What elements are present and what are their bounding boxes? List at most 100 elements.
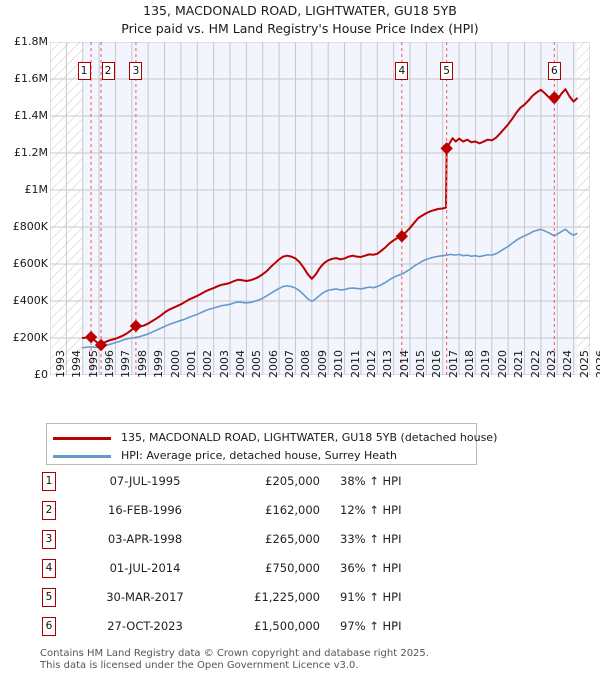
row-sale-price: £1,225,000 (254, 590, 320, 604)
price-paid-series-line (81, 88, 578, 347)
y-axis-tick-label: £1.4M (14, 109, 48, 122)
hpi-series-line (81, 228, 578, 349)
row-hpi-delta: 97% ↑ HPI (340, 619, 402, 633)
y-axis-tick-label: £600K (12, 257, 48, 270)
x-axis-tick-label: 2009 (315, 350, 329, 378)
table-row[interactable]: 4 01-JUL-2014 £750,000 36% ↑ HPI (40, 559, 500, 587)
row-hpi-delta: 36% ↑ HPI (340, 561, 402, 575)
row-sale-price: £162,000 (265, 503, 320, 517)
x-axis-tick-label: 2002 (201, 350, 215, 378)
legend-label: HPI: Average price, detached house, Surr… (121, 449, 398, 462)
sale-marker-flag-5[interactable]: 5 (440, 62, 454, 80)
x-axis-tick-label: 2025 (577, 350, 591, 378)
x-axis-tick-label: 2012 (364, 350, 378, 378)
x-axis-tick-label: 1996 (103, 350, 117, 378)
x-axis-tick-label: 1994 (70, 350, 84, 378)
x-axis-tick-label: 2003 (217, 350, 231, 378)
x-axis-tick-label: 2004 (234, 350, 247, 378)
x-axis-tick-label: 1998 (135, 350, 149, 378)
table-row[interactable]: 3 03-APR-1998 £265,000 33% ↑ HPI (40, 530, 500, 558)
footer-line-1: Contains HM Land Registry data © Crown c… (40, 648, 429, 659)
row-index-badge: 1 (42, 472, 56, 491)
x-axis-tick-label: 2016 (430, 350, 444, 378)
x-axis-tick-label: 1999 (152, 350, 166, 378)
row-sale-price: £205,000 (265, 474, 320, 488)
x-axis-tick-label: 2024 (561, 350, 575, 378)
x-axis-tick-label: 2023 (544, 350, 558, 378)
x-axis-tick-label: 1993 (54, 350, 67, 378)
row-index-badge: 6 (42, 617, 56, 636)
x-axis-tick-label: 2007 (283, 350, 297, 378)
y-axis-tick-label: £0 (34, 368, 48, 381)
row-sale-date: 30-MAR-2017 (106, 590, 184, 604)
x-axis-tick-label: 2013 (381, 350, 395, 378)
x-axis-tick-label: 2005 (250, 350, 264, 378)
sale-point-marker (84, 330, 98, 344)
x-axis-tick-label: 2010 (332, 350, 346, 378)
row-sale-date: 27-OCT-2023 (107, 619, 183, 633)
row-hpi-delta: 33% ↑ HPI (340, 532, 402, 546)
x-axis: 1993 1994 1995 1996 1997 1998 1999 2000 2001 2002… (50, 350, 600, 422)
row-hpi-delta: 38% ↑ HPI (340, 474, 402, 488)
y-axis-tick-label: £200K (12, 331, 48, 344)
sale-marker-flag-4[interactable]: 4 (395, 62, 409, 80)
x-axis-tick-label: 2017 (446, 350, 460, 378)
row-hpi-delta: 91% ↑ HPI (340, 590, 402, 604)
x-axis-tick-label: 2026 (594, 350, 600, 378)
title-line-2: Price paid vs. HM Land Registry's House … (121, 21, 479, 36)
legend-color-swatch (53, 455, 111, 458)
x-axis-tick-label: 1997 (119, 350, 133, 378)
sale-marker-flag-3[interactable]: 3 (129, 62, 143, 80)
sale-point-marker (548, 91, 561, 104)
chart-legend: 135, MACDONALD ROAD, LIGHTWATER, GU18 5Y… (46, 423, 497, 465)
x-axis-tick-label: 2015 (414, 350, 427, 378)
row-sale-date: 01-JUL-2014 (109, 561, 181, 575)
row-hpi-delta: 12% ↑ HPI (340, 503, 402, 517)
sale-marker-flag-1[interactable]: 1 (77, 62, 91, 80)
y-axis-tick-label: £1.2M (14, 146, 48, 159)
chart-svg (50, 42, 590, 375)
title-line-1: 135, MACDONALD ROAD, LIGHTWATER, GU18 5Y… (143, 3, 457, 18)
page-title: 135, MACDONALD ROAD, LIGHTWATER, GU18 5Y… (0, 2, 600, 38)
y-axis-tick-label: £1.6M (14, 72, 48, 85)
sale-marker-flag-6[interactable]: 6 (547, 62, 561, 80)
sale-point-marker (395, 230, 409, 243)
chart-plot-area (50, 42, 590, 375)
sale-marker-flag-2[interactable]: 2 (101, 62, 115, 80)
x-axis-tick-label: 2008 (299, 350, 313, 378)
legend-label: 135, MACDONALD ROAD, LIGHTWATER, GU18 5Y… (121, 431, 498, 444)
sale-point-marker (94, 338, 108, 352)
row-sale-price: £750,000 (265, 561, 320, 575)
row-index-badge: 3 (42, 530, 56, 549)
x-axis-tick-label: 2020 (495, 350, 509, 378)
row-sale-date: 16-FEB-1996 (108, 503, 182, 517)
x-axis-tick-label: 2006 (266, 350, 280, 378)
table-row[interactable]: 2 16-FEB-1996 £162,000 12% ↑ HPI (40, 501, 500, 529)
row-sale-price: £265,000 (265, 532, 320, 546)
table-row[interactable]: 6 27-OCT-2023 £1,500,000 97% ↑ HPI (40, 617, 500, 645)
x-axis-tick-label: 2022 (528, 350, 542, 378)
row-index-badge: 5 (42, 588, 56, 607)
no-data-region (576, 42, 590, 375)
table-row[interactable]: 5 30-MAR-2017 £1,225,000 91% ↑ HPI (40, 588, 500, 616)
x-axis-tick-label: 2011 (348, 350, 362, 378)
footer-attribution: Contains HM Land Registry data © Crown c… (40, 648, 580, 672)
legend-color-swatch (53, 437, 111, 440)
row-index-badge: 2 (42, 501, 56, 520)
row-sale-price: £1,500,000 (254, 619, 320, 633)
footer-line-2: This data is licensed under the Open Gov… (40, 660, 359, 671)
x-axis-tick-label: 2014 (397, 350, 411, 378)
x-axis-tick-label: 2019 (479, 350, 493, 378)
row-sale-date: 07-JUL-1995 (109, 474, 181, 488)
x-axis-tick-label: 2000 (168, 350, 182, 378)
sale-point-marker (440, 142, 453, 155)
table-row[interactable]: 1 07-JUL-1995 £205,000 38% ↑ HPI (40, 472, 500, 500)
row-sale-date: 03-APR-1998 (107, 532, 183, 546)
y-axis-tick-label: £1M (24, 183, 49, 196)
sale-point-marker (129, 319, 143, 333)
x-axis-tick-label: 2021 (512, 350, 526, 378)
y-axis-tick-label: £1.8M (14, 35, 48, 48)
x-axis-tick-label: 2018 (463, 350, 477, 378)
y-axis: £0 £200K £400K £600K £800K £1M £1.2M £1.4M £1.6M… (0, 36, 49, 380)
